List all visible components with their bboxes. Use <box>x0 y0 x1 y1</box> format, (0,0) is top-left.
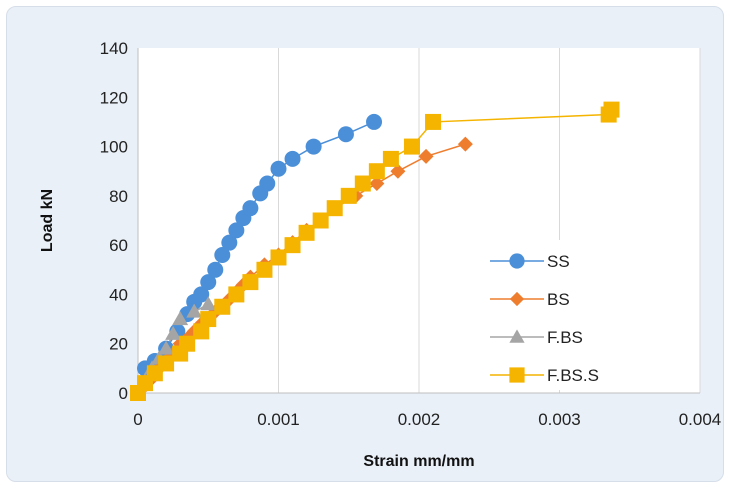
x-tick-label: 0.002 <box>398 410 441 429</box>
data-point-3 <box>228 286 245 303</box>
data-point-1 <box>418 148 434 164</box>
y-tick-labels: 0 20 40 60 80 100 120 140 <box>100 39 128 403</box>
data-point-2 <box>172 311 189 326</box>
data-point-0 <box>337 126 354 143</box>
data-point-0 <box>270 160 287 177</box>
data-point-0 <box>193 286 210 303</box>
data-point-3 <box>354 175 371 192</box>
data-point-3 <box>403 138 420 155</box>
data-point-3 <box>298 224 315 241</box>
data-point-2 <box>200 296 217 311</box>
y-tick-label: 100 <box>100 138 128 157</box>
y-tick-label: 120 <box>100 88 128 107</box>
x-tick-labels: 0 0.001 0.002 0.003 0.004 <box>133 410 721 429</box>
data-point-0 <box>259 175 276 192</box>
data-point-0 <box>214 247 231 263</box>
data-point-3 <box>179 335 196 352</box>
x-tick-label: 0.004 <box>679 410 722 429</box>
data-point-3 <box>214 298 231 315</box>
legend: SS BS F.BS F.BS.S <box>478 240 650 390</box>
data-point-0 <box>221 234 238 251</box>
data-point-2 <box>158 340 175 355</box>
data-point-3 <box>340 187 357 204</box>
data-point-3 <box>270 249 287 266</box>
data-point-3 <box>326 200 343 217</box>
data-point-1 <box>390 163 406 179</box>
data-point-3 <box>312 212 329 229</box>
y-tick-label: 0 <box>119 384 128 403</box>
data-point-3 <box>193 323 210 340</box>
y-axis-title: Load kN <box>39 189 56 252</box>
legend-label: F.BS <box>547 328 583 347</box>
data-point-0 <box>366 113 383 130</box>
data-point-3 <box>242 274 259 291</box>
data-point-3 <box>200 311 217 328</box>
y-tick-label: 140 <box>100 39 128 58</box>
axes <box>137 48 700 394</box>
y-tick-label: 20 <box>109 335 128 354</box>
y-tick-label: 80 <box>109 187 128 206</box>
legend-label: SS <box>547 252 570 271</box>
data-point-0 <box>228 222 245 239</box>
data-point-0 <box>284 150 301 167</box>
data-point-2 <box>165 325 182 340</box>
x-axis-title: Strain mm/mm <box>363 453 474 470</box>
data-point-1 <box>457 136 473 152</box>
data-point-3 <box>284 237 301 254</box>
legend-box <box>478 240 650 390</box>
data-point-0 <box>305 138 322 155</box>
y-tick-label: 40 <box>109 285 128 304</box>
x-tick-label: 0.003 <box>538 410 581 429</box>
data-point-0 <box>242 200 259 217</box>
y-tick-label: 60 <box>109 236 128 255</box>
legend-marker <box>509 253 525 269</box>
data-point-3 <box>158 355 175 372</box>
data-point-3 <box>368 163 385 180</box>
data-point-3 <box>382 150 399 167</box>
data-point-1 <box>369 176 385 192</box>
data-point-3 <box>425 113 442 130</box>
data-point-2 <box>186 303 203 318</box>
legend-label: BS <box>547 290 570 309</box>
legend-marker <box>509 329 525 343</box>
x-tick-label: 0.001 <box>257 410 300 429</box>
series-markers <box>130 101 620 401</box>
legend-marker <box>509 291 525 307</box>
data-point-0 <box>200 274 217 291</box>
legend-marker <box>509 367 525 383</box>
x-tick-label: 0 <box>133 410 142 429</box>
data-point-3 <box>256 261 273 278</box>
data-point-0 <box>207 261 224 278</box>
legend-label: F.BS.S <box>547 366 599 385</box>
data-point-3 <box>603 101 620 118</box>
